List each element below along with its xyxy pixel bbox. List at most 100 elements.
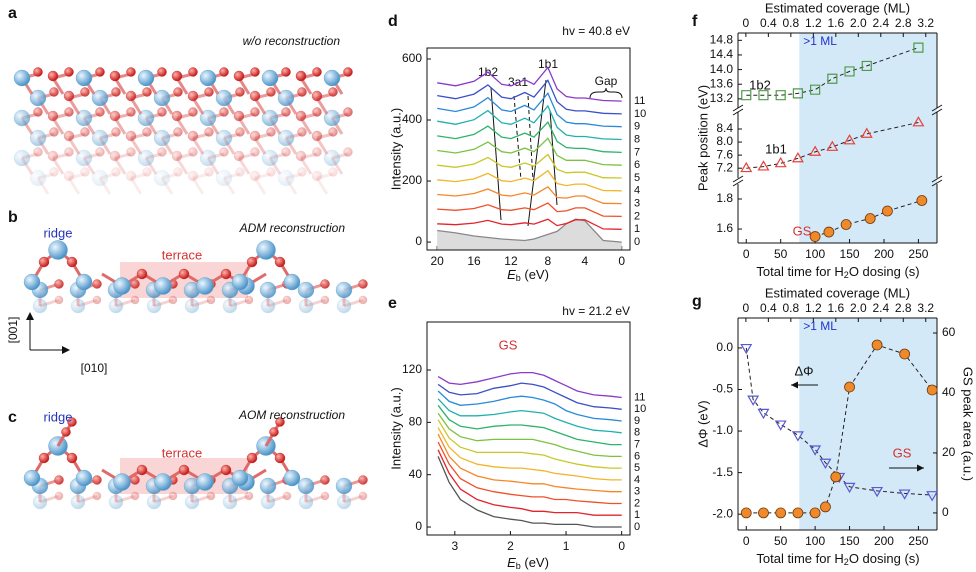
y-tick-label: 8.0 [716, 134, 733, 148]
o-atom [125, 130, 137, 142]
o-atom [142, 167, 152, 177]
spectrum [437, 202, 622, 218]
series-label: 4 [634, 185, 640, 197]
ti-atom [146, 494, 162, 510]
o-atom [136, 268, 148, 280]
spectrum [437, 441, 622, 505]
ti-atom [215, 129, 233, 147]
x-tick-label: 0 [618, 539, 625, 553]
ti-atom [215, 169, 233, 187]
y-tick-label: 400 [402, 112, 422, 126]
o-atom [126, 67, 136, 77]
o-atom [111, 87, 121, 97]
o-atom [249, 90, 261, 102]
ti-atom [75, 109, 93, 127]
spectrum [437, 398, 622, 434]
x-tick-label: 8 [545, 254, 552, 268]
y2-tick-label: 20 [942, 445, 956, 459]
o-atom [173, 127, 183, 137]
o-atom [157, 107, 167, 117]
o-atom [219, 107, 229, 117]
x-tick-label: 0 [743, 247, 750, 261]
marker [913, 42, 924, 53]
o-atom [173, 87, 183, 97]
marker [791, 431, 804, 442]
o-atom [311, 130, 323, 142]
panel-label: a [8, 5, 17, 22]
peak-label: Gap [595, 74, 618, 88]
ti-atom [277, 89, 295, 107]
ti-atom [108, 298, 124, 314]
ti-atom [277, 129, 295, 147]
o-atom [358, 279, 368, 289]
ti-atom [283, 273, 301, 291]
ti-atom [137, 69, 155, 87]
o-atom [220, 464, 232, 476]
y-tick-label: 14.8 [710, 32, 734, 46]
x-tick-label: 0 [743, 534, 750, 548]
trend-line [814, 200, 923, 237]
o-atom [311, 170, 323, 182]
o-atom [54, 295, 64, 305]
ti-atom [91, 89, 109, 107]
o-atom [136, 464, 148, 476]
ti-atom [199, 109, 217, 127]
axis-break [931, 175, 943, 183]
shade-label: >1 ML [803, 319, 837, 333]
series-label: 2 [634, 497, 640, 509]
spectrum [437, 449, 622, 516]
ti-atom [261, 109, 279, 127]
ti-atom [154, 473, 172, 491]
marker [809, 507, 821, 519]
y-tick-label: 8.4 [716, 121, 733, 135]
ti-atom [215, 89, 233, 107]
ti-atom [146, 298, 162, 314]
x2-tick-label: 2.0 [850, 16, 867, 30]
o-atom [187, 130, 199, 142]
marker [809, 231, 821, 242]
ti-atom [260, 298, 276, 314]
series-label: 10 [634, 403, 646, 415]
x-tick-label: 4 [581, 254, 588, 268]
spectrum [437, 91, 622, 128]
y-tick-label: 1.8 [716, 191, 733, 205]
o-atom [311, 90, 323, 102]
o-atom [109, 150, 121, 162]
o-atom [312, 107, 322, 117]
ti-atom [13, 69, 31, 87]
o-atom [343, 147, 353, 157]
arrowhead [917, 464, 924, 472]
arrowhead [791, 381, 798, 389]
series-label: 11 [634, 95, 645, 107]
ti-atom [154, 277, 172, 295]
o-atom [320, 475, 330, 485]
o-atom [328, 167, 338, 177]
o-atom [312, 147, 322, 157]
o-atom [188, 147, 198, 157]
series-label: 8 [634, 133, 640, 145]
ti-atom [336, 298, 352, 314]
ti-atom [153, 89, 171, 107]
ti-atom [75, 69, 93, 87]
o-atom [297, 167, 307, 177]
x-axis-label: Eb (eV) [507, 267, 549, 283]
panel-labels: a b c d e f g [8, 5, 702, 426]
o-atom [66, 256, 78, 268]
ti-atom [297, 281, 315, 299]
o-atom [130, 295, 140, 305]
y-tick-label: -2.0 [712, 506, 733, 520]
ti-atom [13, 109, 31, 127]
ti-atom [108, 494, 124, 510]
o-atom [38, 452, 50, 464]
marker [775, 90, 786, 101]
spectrum [437, 404, 622, 446]
marker [860, 127, 873, 138]
ti-atom [259, 281, 277, 299]
x2-tick-label: 3.2 [917, 301, 934, 315]
o-atom [233, 110, 245, 122]
y-tick-label: 1.6 [716, 221, 733, 235]
o-atom [187, 90, 199, 102]
ti-atom [29, 89, 47, 107]
marker [827, 73, 838, 84]
